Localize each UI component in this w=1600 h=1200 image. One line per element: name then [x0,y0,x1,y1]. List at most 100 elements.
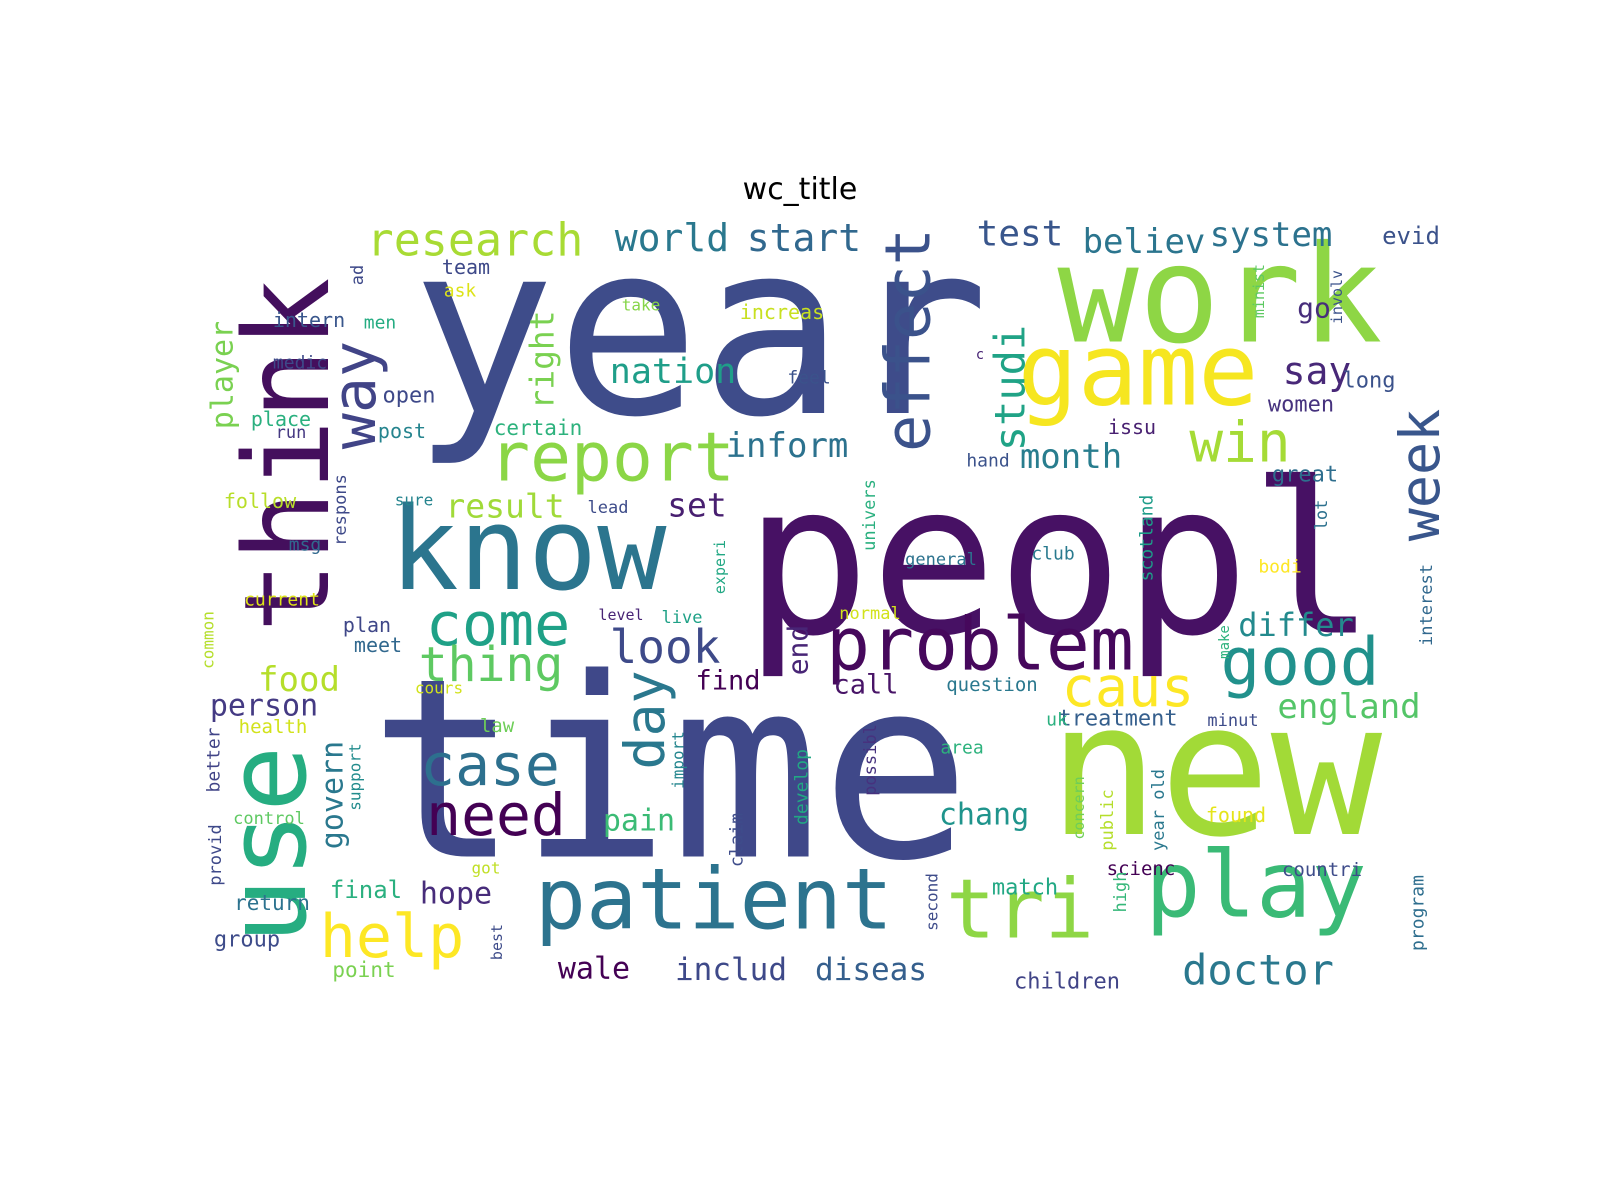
word-return: return [234,891,310,915]
word-game: game [1018,312,1259,429]
word-match: match [992,876,1058,901]
word-uk: uk [1046,710,1068,731]
word-say: say [1283,349,1352,393]
word-club: club [1031,544,1074,565]
word-better: better [204,727,225,792]
word-minut: minut [1207,711,1258,731]
word-level: level [598,606,643,624]
word-help: help [320,902,465,972]
word-evid: evid [1382,222,1440,250]
word-chang: chang [939,798,1029,833]
word-diseas: diseas [815,952,927,988]
word-high: high [1111,872,1131,913]
word-find: find [695,666,760,697]
word-possibl: possibl [861,724,881,796]
word-current: current [244,590,320,611]
word-univers: univers [860,479,880,551]
word-law: law [480,715,515,737]
word-week: week [1388,409,1452,541]
word-men: men [364,313,397,334]
word-develop: develop [792,749,813,825]
word-experi: experi [711,540,729,594]
word-take: take [622,296,661,315]
word-involv: involv [1328,270,1346,324]
word-long: long [1343,369,1396,394]
word-provid: provid [206,824,226,885]
word-medic: medic [273,353,327,374]
word-ad: ad [348,265,368,285]
word-year: year [411,190,989,470]
word-point: point [332,958,395,982]
word-program: program [1408,875,1429,951]
word-got: got [472,859,501,878]
word-time: time [369,625,971,916]
word-interest: interest [1417,564,1437,646]
word-bodi: bodi [1258,557,1301,578]
word-right: right [523,310,562,409]
word-meet: meet [354,633,402,657]
word-msg: msg [289,535,322,556]
word-know: know [390,483,668,617]
word-case: case [420,731,560,799]
word-increas: increas [740,300,824,324]
word-lead: lead [588,498,629,518]
word-general: general [905,550,977,570]
word-hope: hope [420,877,492,912]
word-lot: lot [1312,500,1332,531]
word-differ: differ [1238,606,1354,644]
word-import: import [669,731,688,789]
word-claim: claim [727,813,748,867]
word-team: team [442,255,490,279]
word-year-old: year old [1149,769,1169,851]
word-new: new [1048,662,1383,878]
word-month: month [1020,437,1122,477]
word-call: call [833,670,898,701]
chart-title: wc_title [742,172,858,207]
word-research: research [367,214,584,267]
word-look: look [610,620,721,674]
word-system: system [1210,215,1333,255]
word-common: common [199,611,218,669]
word-concern: concern [1070,776,1088,839]
word-play: play [1145,832,1367,939]
word-sure: sure [395,491,434,510]
word-support: support [346,743,365,810]
word-govern: govern [316,741,351,849]
word-england: england [1277,687,1420,727]
word-control: control [233,809,305,829]
word-wale: wale [558,952,630,987]
word-intern: intern [273,308,345,332]
word-place: place [251,407,311,431]
word-certain: certain [494,416,583,440]
word-studi: studi [986,325,1035,451]
word-world: world [615,216,729,260]
word-player: player [206,321,241,429]
word-think: think [218,277,356,632]
word-found: found [1206,803,1266,827]
word-pain: pain [603,804,675,839]
word-tri: tri [946,863,1094,958]
word-win: win [1189,411,1290,476]
word-second: second [923,873,942,931]
word-includ: includ [675,952,787,988]
word-children: children [1014,970,1120,995]
word-end: end [782,625,815,676]
word-issu: issu [1108,415,1156,439]
word-thing: thing [419,637,564,693]
word-cours: cours [415,679,463,698]
word-normal: normal [839,604,900,624]
word-c: c [976,347,984,363]
word-test: test [977,214,1064,255]
word-doctor: doctor [1182,946,1334,995]
word-plan: plan [343,613,391,637]
word-problem: problem [826,603,1134,688]
word-result: result [445,487,564,526]
word-need: need [426,781,566,849]
word-person: person [210,689,318,724]
word-go: go [1297,292,1331,325]
word-good: good [1221,624,1380,701]
word-ask: ask [444,281,477,302]
word-believ: believ [1083,222,1206,262]
word-scienc: scienc [1107,858,1176,880]
